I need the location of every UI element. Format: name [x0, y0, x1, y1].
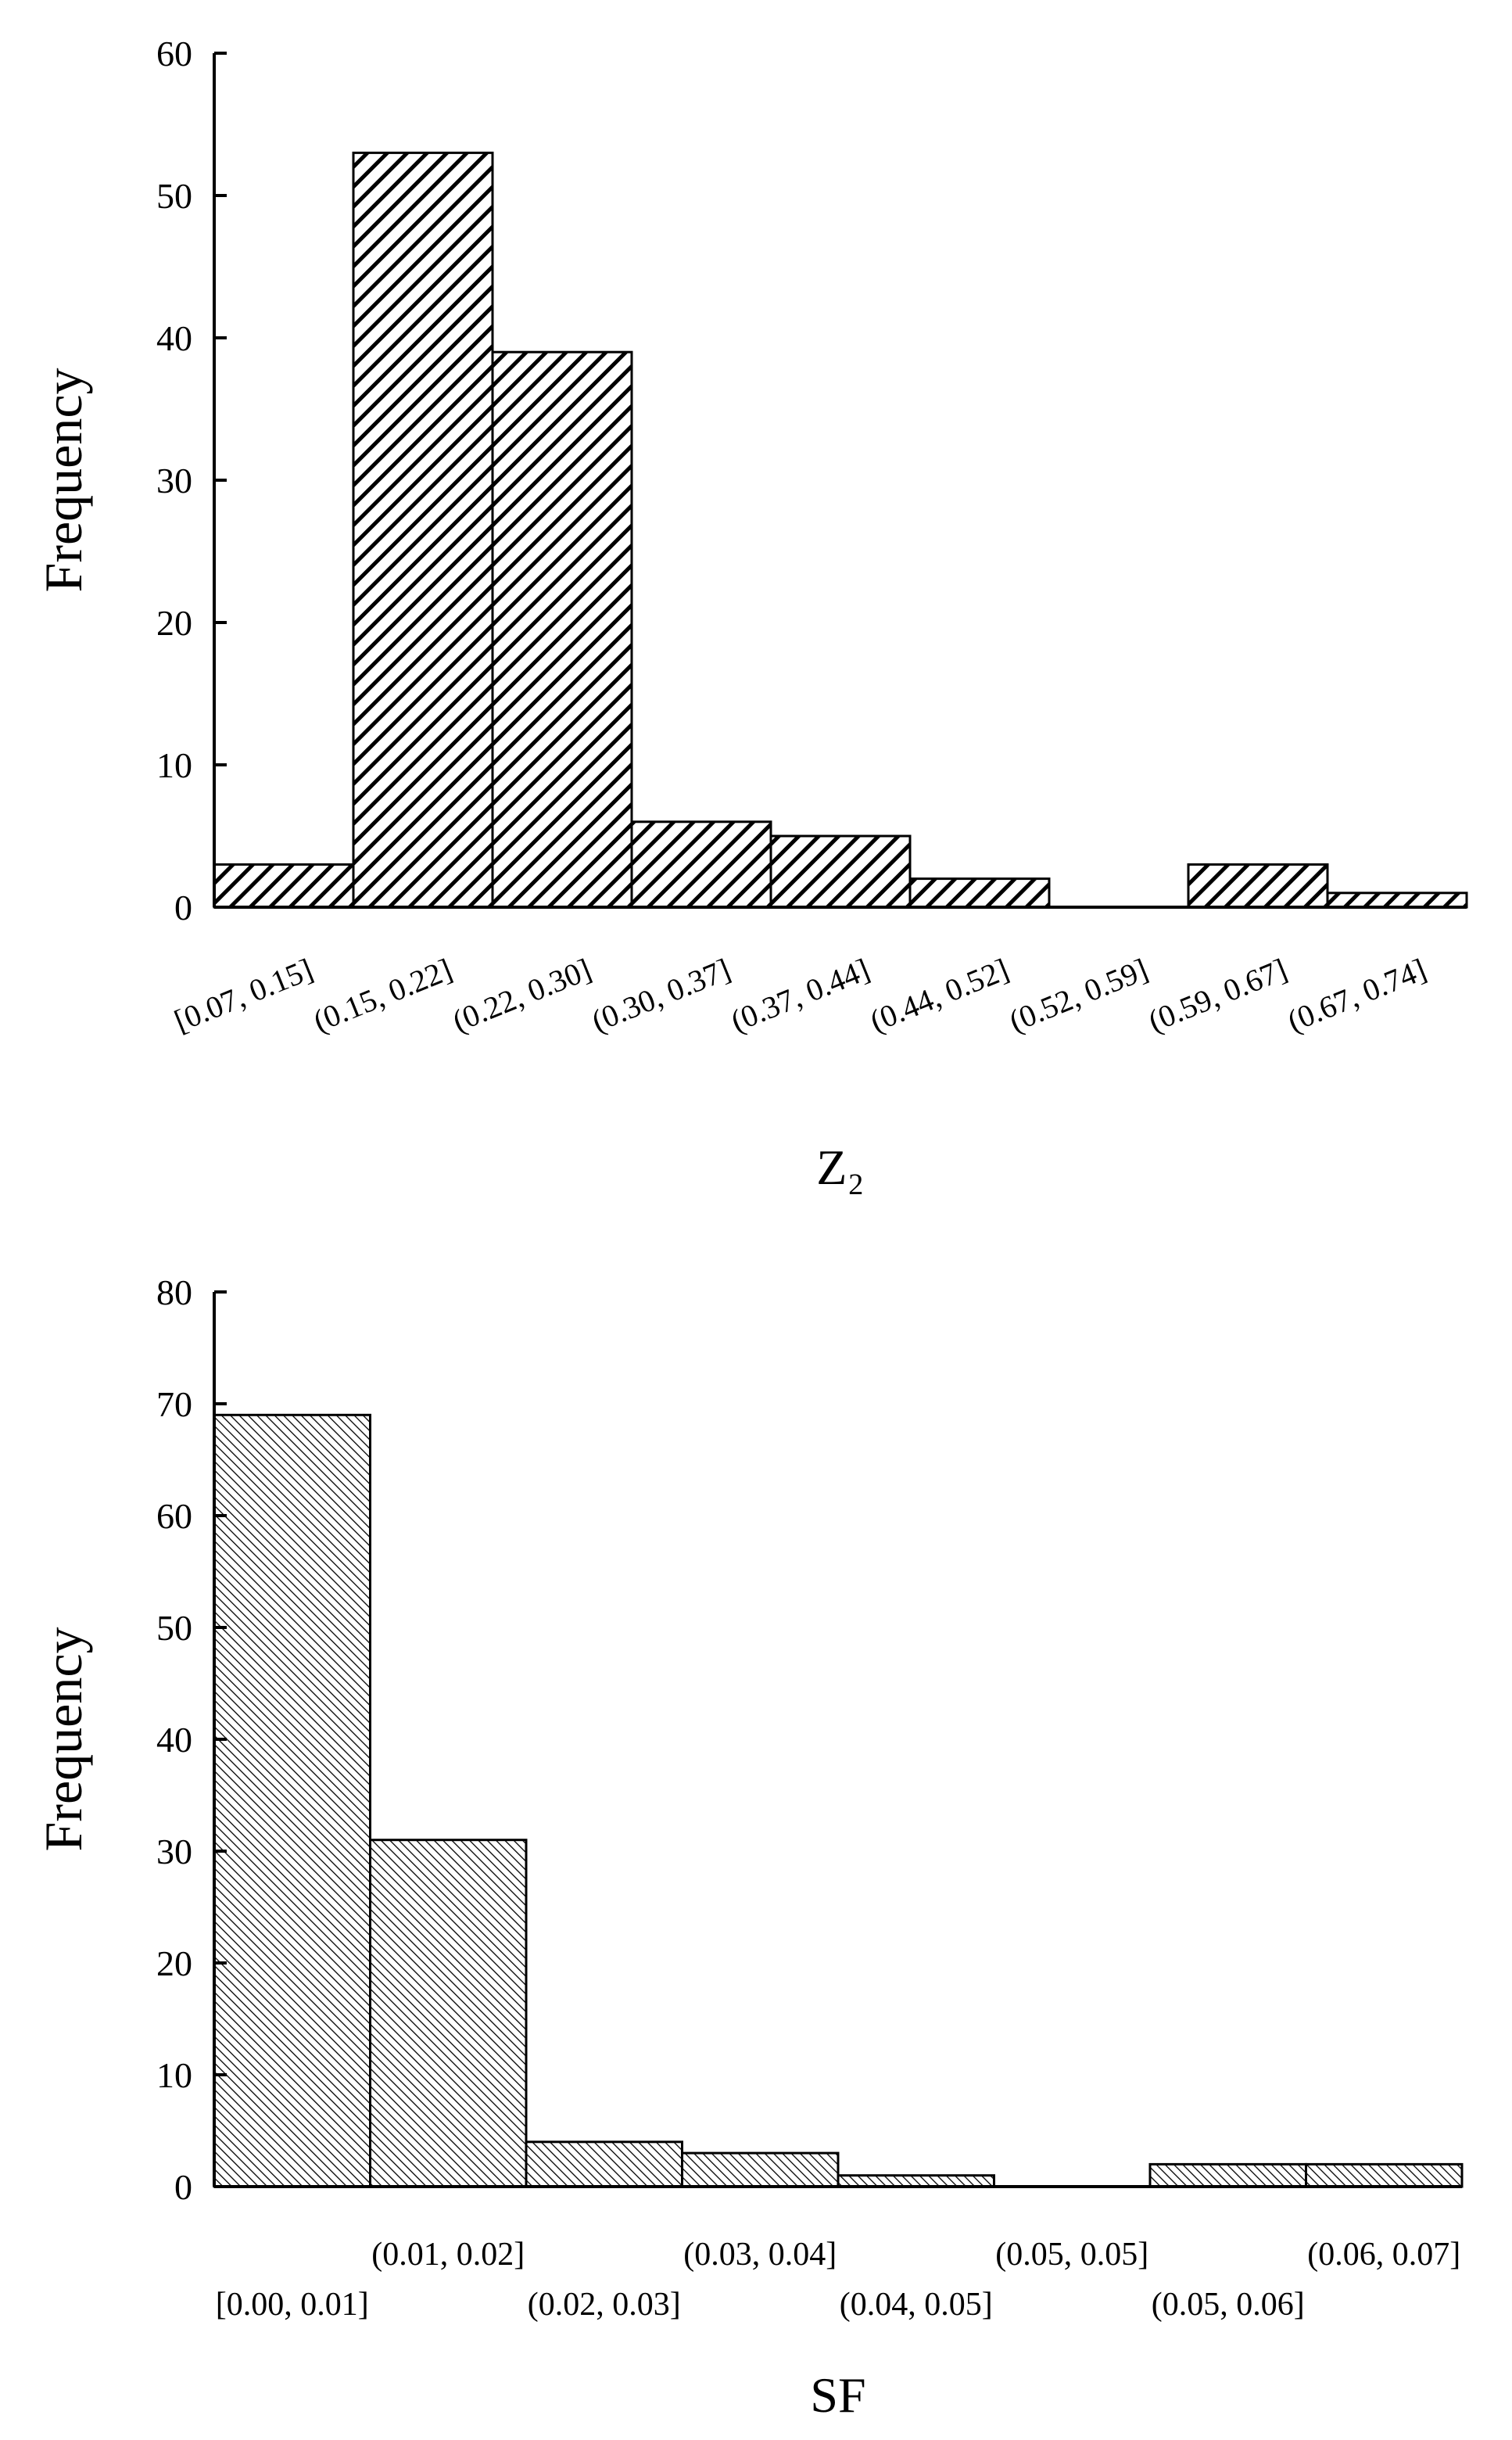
y-tick-label: 40 [156, 318, 192, 358]
y-tick-label: 50 [156, 1608, 192, 1648]
y-tick-label: 20 [156, 603, 192, 643]
bar [769, 834, 912, 909]
y-tick-label: 60 [156, 34, 192, 74]
y-tick-label: 0 [174, 888, 192, 928]
y-tick-label: 50 [156, 176, 192, 216]
x-tick-label: (0.04, 0.05] [840, 2287, 993, 2323]
x-tick-label: (0.59, 0.67] [1143, 952, 1292, 1039]
bar [837, 2174, 995, 2188]
bar [213, 863, 355, 909]
x-tick-label: (0.37, 0.44] [726, 952, 874, 1039]
y-tick-label: 40 [156, 1720, 192, 1760]
y-tick-label: 30 [156, 461, 192, 501]
x-tick-label: [0.00, 0.01] [216, 2287, 369, 2323]
bar [491, 350, 633, 909]
x-tick-label: (0.52, 0.59] [1004, 952, 1152, 1039]
bar [681, 2151, 840, 2188]
bar [908, 877, 1051, 909]
x-tick-label: [0.07, 0.15] [169, 952, 317, 1039]
x-tick-label: (0.01, 0.02] [371, 2237, 525, 2273]
x-tick-label: (0.22, 0.30] [447, 952, 596, 1039]
y-tick-label: 70 [156, 1384, 192, 1424]
x-tick-label: (0.02, 0.03] [528, 2287, 681, 2323]
y-tick-label: 0 [174, 2167, 192, 2207]
x-tick-label: (0.05, 0.05] [995, 2237, 1148, 2273]
bar [1305, 2162, 1464, 2188]
y-tick-label: 20 [156, 1943, 192, 1983]
bar [369, 1839, 528, 2188]
x-tick-label: (0.30, 0.37] [586, 952, 735, 1039]
y-tick-label: 10 [156, 2055, 192, 2095]
bar [525, 2140, 683, 2188]
bar [1148, 2162, 1307, 2188]
x-tick-label: (0.03, 0.04] [683, 2237, 837, 2273]
y-tick-label: 10 [156, 745, 192, 785]
bar [1326, 892, 1468, 909]
bar [630, 820, 772, 909]
bar [213, 1413, 371, 2188]
x-tick-label: (0.15, 0.22] [308, 952, 457, 1039]
y-tick-label: 60 [156, 1496, 192, 1536]
x-tick-label: (0.67, 0.74] [1282, 952, 1431, 1039]
bar [1187, 863, 1329, 909]
y-axis-title: Frequency [34, 368, 93, 592]
x-tick-label: (0.05, 0.06] [1152, 2287, 1305, 2323]
y-tick-label: 80 [156, 1272, 192, 1312]
x-axis-title: Z₂ [816, 1139, 864, 1195]
x-tick-label: (0.44, 0.52] [865, 952, 1013, 1039]
y-tick-label: 30 [156, 1832, 192, 1871]
bar [352, 151, 494, 909]
x-axis-title: SF [810, 2367, 865, 2423]
x-tick-label: (0.06, 0.07] [1307, 2237, 1460, 2273]
y-axis-title: Frequency [34, 1627, 93, 1851]
